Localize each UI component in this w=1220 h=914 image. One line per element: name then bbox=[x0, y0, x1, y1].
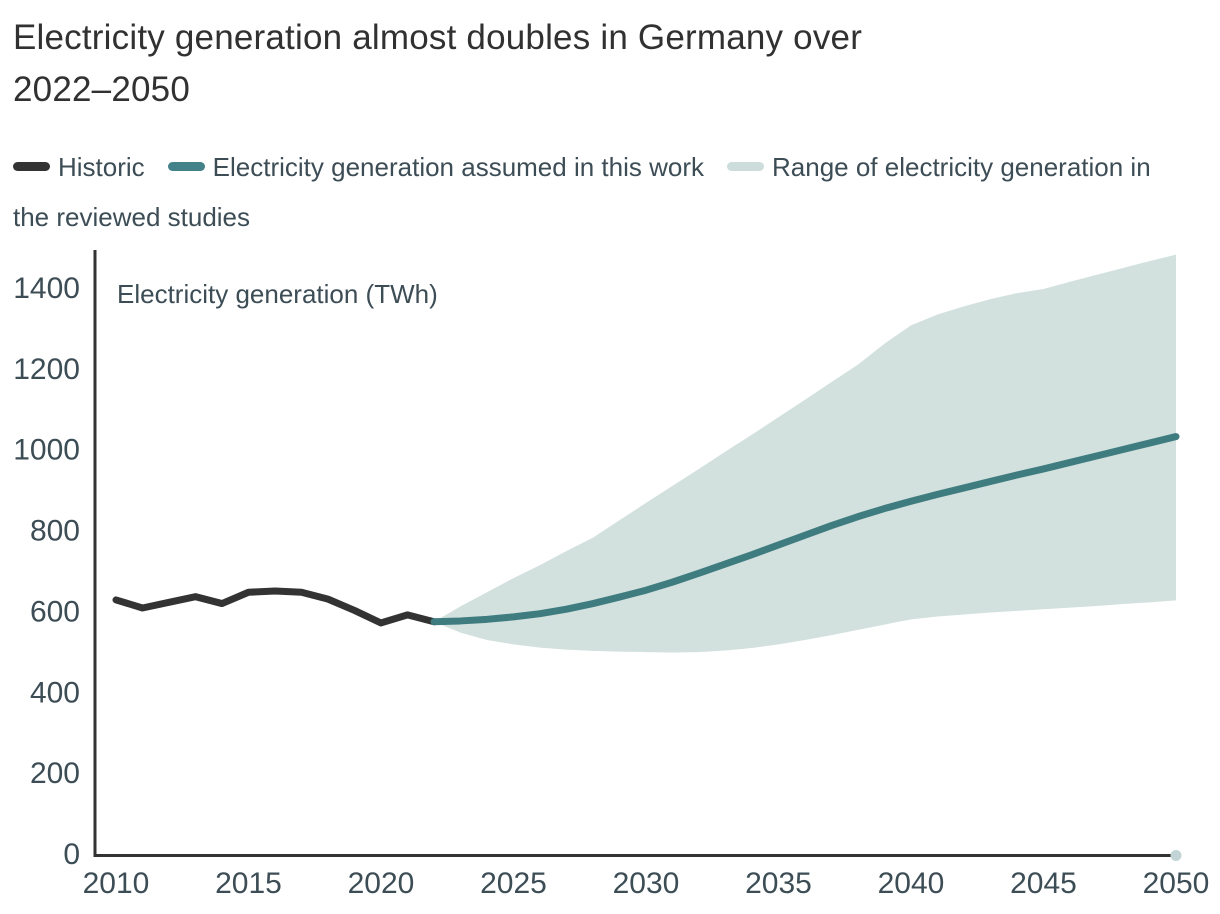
range-band-group bbox=[434, 254, 1176, 653]
y-axis-labels: 0 200 400 600 800 1000 1200 1400 bbox=[13, 272, 80, 871]
legend-label: Historic bbox=[58, 152, 145, 182]
y-tick-label: 800 bbox=[30, 515, 80, 548]
x-tick-label: 2010 bbox=[83, 867, 150, 900]
legend-item-1: Historic bbox=[13, 152, 145, 182]
legend-swatch-icon bbox=[167, 161, 205, 171]
legend: Historic Electricity generation assumed i… bbox=[13, 142, 1193, 242]
chart-title-line1: Electricity generation almost doubles in… bbox=[13, 18, 863, 57]
inner-axis-label-group: Electricity generation (TWh) bbox=[117, 279, 438, 309]
x-tick-label: 2020 bbox=[348, 867, 415, 900]
legend-label: Range of electricity generation in the r… bbox=[13, 152, 1151, 232]
range-band bbox=[434, 254, 1176, 653]
x-tick-label: 2040 bbox=[878, 867, 945, 900]
endpoint-dot bbox=[1170, 850, 1182, 861]
x-tick-label: 2025 bbox=[480, 867, 547, 900]
historic-line-group bbox=[112, 587, 438, 627]
legend-item-3: Range of electricity generation in the r… bbox=[13, 152, 1151, 232]
x-tick-label: 2015 bbox=[215, 867, 282, 900]
legend-swatch-icon bbox=[727, 161, 764, 171]
x-tick-label: 2035 bbox=[745, 867, 812, 900]
y-tick-label: 1000 bbox=[13, 434, 80, 467]
inner-axis-label: Electricity generation (TWh) bbox=[117, 279, 438, 309]
chart-title: Electricity generation almost doubles in… bbox=[13, 12, 1133, 116]
y-tick-label: 400 bbox=[30, 676, 80, 709]
legend-swatch-icon bbox=[13, 161, 50, 171]
y-tick-label: 1200 bbox=[13, 353, 80, 386]
x-tick-label: 2045 bbox=[1010, 867, 1077, 900]
axis-lines bbox=[93, 250, 1179, 857]
assumed-line bbox=[430, 433, 1180, 626]
y-tick-label: 0 bbox=[63, 838, 80, 871]
legend-label: Electricity generation assumed in this w… bbox=[212, 152, 704, 182]
y-tick-label: 200 bbox=[30, 757, 80, 790]
x-tick-label: 2030 bbox=[613, 867, 680, 900]
x-tick-label: 2050 bbox=[1143, 867, 1210, 900]
y-tick-label: 1400 bbox=[13, 272, 80, 305]
legend-item-2: Electricity generation assumed in this w… bbox=[167, 152, 704, 182]
assumed-line-group bbox=[430, 433, 1180, 626]
endpoint-dot-group bbox=[1170, 850, 1182, 861]
y-tick-label: 600 bbox=[30, 595, 80, 628]
historic-line bbox=[112, 587, 438, 627]
chart-title-line2: 2022–2050 bbox=[13, 70, 190, 109]
x-axis-labels: 2010 2015 2020 2025 2030 2035 2040 2045 2050 bbox=[83, 867, 1210, 900]
